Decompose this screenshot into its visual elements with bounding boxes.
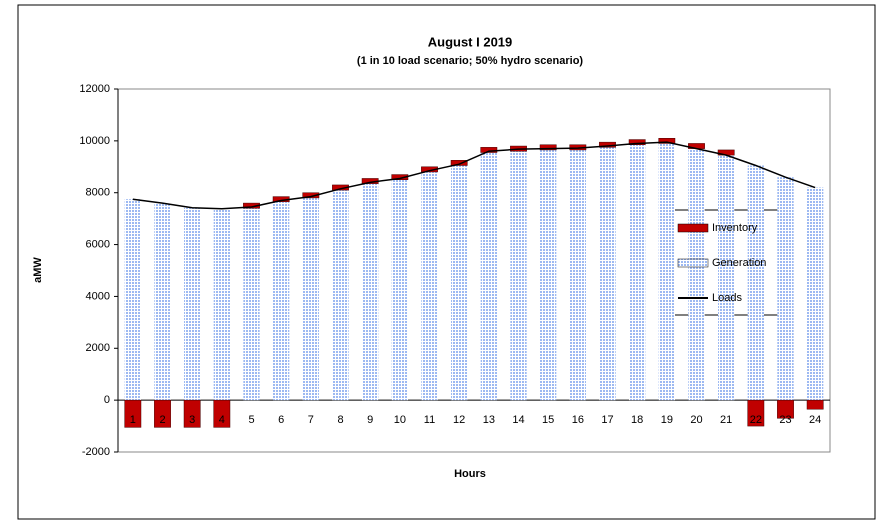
bar: [747, 399, 765, 427]
x-tick-label: 22: [750, 414, 762, 426]
bar: [391, 179, 408, 401]
legend-swatch: [677, 258, 709, 268]
bar: [184, 207, 201, 401]
x-tick-label: 5: [248, 414, 254, 426]
bar: [480, 152, 497, 401]
y-tick-label: 2000: [86, 342, 110, 354]
bar: [539, 144, 557, 151]
x-tick-label: 12: [453, 414, 465, 426]
x-tick-label: 24: [809, 414, 821, 426]
y-tick-label: -2000: [82, 446, 110, 458]
bar: [450, 160, 468, 166]
bar: [243, 208, 260, 401]
bar: [688, 148, 705, 401]
x-tick-label: 4: [219, 414, 225, 426]
bar: [124, 399, 142, 428]
bar: [391, 174, 409, 180]
bar: [747, 165, 764, 401]
bar: [658, 138, 676, 144]
y-tick-label: 12000: [79, 83, 110, 95]
line: [132, 141, 816, 210]
bar: [213, 399, 231, 428]
bar: [569, 149, 586, 401]
x-tick-label: 23: [779, 414, 791, 426]
y-tick-label: 6000: [86, 238, 110, 250]
chart-subtitle: (1 in 10 load scenario; 50% hydro scenar…: [357, 55, 584, 67]
bar: [154, 399, 171, 428]
chart-title: August I 2019: [428, 34, 513, 49]
y-tick-label: 10000: [79, 135, 110, 147]
bar: [273, 201, 290, 401]
x-tick-label: 14: [512, 414, 524, 426]
legend-label: Generation: [712, 257, 766, 269]
x-axis-title: Hours: [454, 468, 486, 480]
x-tick-label: 13: [483, 414, 495, 426]
y-axis-title: aMW: [32, 257, 44, 283]
bar: [629, 144, 646, 401]
x-tick-label: 9: [367, 414, 373, 426]
bar: [451, 165, 468, 401]
bar: [628, 139, 646, 145]
x-tick-label: 1: [130, 414, 136, 426]
x-tick-label: 8: [337, 414, 343, 426]
x-tick-label: 2: [159, 414, 165, 426]
bar: [213, 208, 230, 401]
bar: [332, 190, 349, 401]
x-tick-label: 3: [189, 414, 195, 426]
bar: [362, 183, 379, 401]
bar: [421, 171, 438, 401]
legend-label: Inventory: [712, 222, 758, 234]
bar: [777, 177, 794, 401]
bar: [599, 147, 616, 401]
bar: [540, 149, 557, 401]
bar: [777, 399, 794, 419]
bar: [154, 203, 171, 401]
x-tick-label: 10: [394, 414, 406, 426]
bar: [302, 197, 319, 401]
y-tick-label: 0: [104, 394, 110, 406]
x-tick-label: 20: [690, 414, 702, 426]
x-tick-label: 7: [308, 414, 314, 426]
x-tick-label: 19: [661, 414, 673, 426]
legend-label: Loads: [712, 292, 742, 304]
bar: [806, 399, 824, 410]
y-tick-label: 8000: [86, 187, 110, 199]
x-tick-label: 21: [720, 414, 732, 426]
bar: [510, 151, 527, 401]
x-tick-label: 17: [601, 414, 613, 426]
x-tick-label: 6: [278, 414, 284, 426]
x-tick-label: 18: [631, 414, 643, 426]
bar: [658, 143, 675, 401]
bar: [183, 399, 201, 428]
x-tick-label: 16: [572, 414, 584, 426]
bar: [124, 199, 141, 401]
x-tick-label: 15: [542, 414, 554, 426]
bar: [302, 192, 320, 199]
bar: [807, 187, 824, 401]
y-tick-label: 4000: [86, 290, 110, 302]
x-tick-label: 11: [424, 414, 435, 426]
bar: [718, 155, 735, 401]
legend-swatch: [677, 223, 709, 233]
